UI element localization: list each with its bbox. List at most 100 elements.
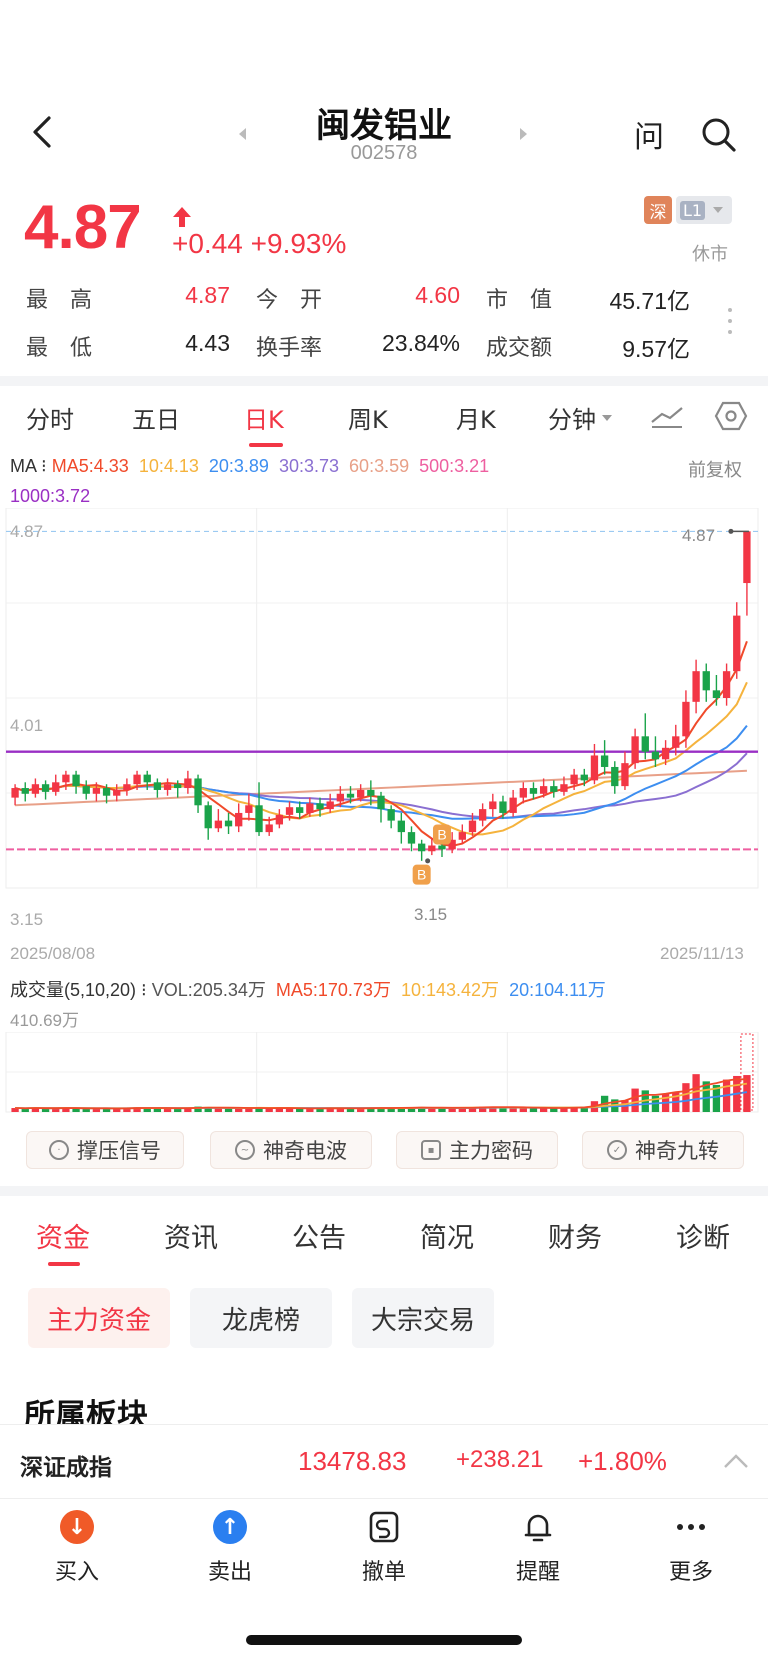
buy-signal-marker-label: B [437,826,446,842]
volume-bar [631,1088,639,1112]
tab-profile[interactable]: 简况 [420,1223,474,1254]
volume-bar [184,1107,192,1112]
candle-body [519,788,527,798]
y-mid-label: 4.01 [10,716,44,735]
candle-body [550,786,558,792]
volume-bar [113,1108,121,1112]
volume-bar [255,1107,263,1112]
support-resistance-button[interactable]: · 撑压信号 [26,1131,184,1169]
alert-button[interactable]: 提醒 [488,1510,588,1586]
indicator-chart-icon[interactable] [650,402,684,430]
tab-wuri[interactable]: 五日 [132,406,180,434]
tab-minute[interactable]: 分钟 [548,400,614,435]
ma-legend[interactable]: MA ⁝ MA5:4.33 10:4.13 20:3.89 30:3.73 60… [10,456,490,476]
candle-body [397,820,405,833]
volume-bar [133,1107,141,1112]
expand-up-icon[interactable] [722,1452,750,1470]
search-icon[interactable] [700,116,738,154]
bell-icon [521,1510,555,1544]
market-tag: 深 [644,196,672,224]
next-stock-icon[interactable] [518,126,530,142]
magic-nine-button[interactable]: ✓ 神奇九转 [582,1131,744,1169]
volume-bar [570,1106,578,1112]
candle-body [448,839,456,850]
adjust-mode[interactable]: 前复权 [688,460,742,480]
main-force-code-button[interactable]: ▪ 主力密码 [396,1131,558,1169]
candle-body [509,797,517,813]
prev-stock-icon[interactable] [236,126,248,142]
volume-bar [346,1108,355,1112]
volume-bar [743,1075,751,1112]
candle-body [600,755,609,767]
kline-chart[interactable]: BB [0,508,768,940]
candle-body [357,789,365,798]
divider [0,1186,768,1196]
volume-bar [702,1081,710,1112]
settings-hex-icon[interactable] [714,400,748,432]
volume-bar [336,1107,345,1112]
candle-body [194,778,202,806]
candle-body [143,774,151,783]
more-stats-icon[interactable] [726,306,734,336]
pill-main-funds[interactable]: 主力资金 [28,1288,170,1348]
volume-bar [21,1108,29,1112]
ma-prefix: MA [10,456,37,476]
volume-bar [11,1108,19,1112]
amount-value: 9.57亿 [622,336,690,362]
volume-ma5: MA5:170.73万 [275,980,391,1000]
volume-bar [306,1108,314,1112]
candle-body [387,809,395,821]
tab-announcements[interactable]: 公告 [292,1223,346,1254]
pill-block-trade[interactable]: 大宗交易 [352,1288,494,1348]
candle-body [692,671,700,702]
candle-body [235,812,243,827]
pill-dragon-tiger[interactable]: 龙虎榜 [190,1288,332,1348]
index-change: +238.21 [456,1446,544,1473]
magic-wave-button[interactable]: ~ 神奇电波 [210,1131,372,1169]
volume-chart[interactable] [0,1032,768,1114]
index-ticker-bar[interactable] [0,1424,768,1498]
candle-body [204,805,212,829]
candle-body [72,774,80,787]
candle-body [621,763,629,787]
buy-button[interactable]: ↓ 买入 [27,1510,127,1586]
low-marker-dot [425,858,431,864]
tab-news[interactable]: 资讯 [164,1223,218,1254]
volume-bar [62,1107,70,1112]
volume-bar [204,1106,212,1112]
cancel-order-button[interactable]: 撤单 [334,1510,434,1586]
ma20-value: 20:3.89 [208,456,269,476]
volume-bar [275,1108,284,1112]
volume-bar [377,1107,385,1112]
volume-bar [519,1108,527,1112]
tab-funds[interactable]: 资金 [36,1223,90,1254]
candle-body [611,766,619,787]
volume-bar [245,1107,253,1112]
candle-body [438,845,446,850]
sell-button[interactable]: ↑ 卖出 [180,1510,280,1586]
tab-daily-k[interactable]: 日K [244,406,284,434]
volume-bar [367,1108,375,1112]
candle-body [499,801,507,813]
volume-bar [316,1108,324,1112]
ask-button[interactable]: 问 [634,120,664,155]
back-icon[interactable] [22,112,62,152]
tab-diagnosis[interactable]: 诊断 [676,1223,730,1254]
volume-bar [489,1106,497,1112]
ma60-value: 60:3.59 [349,456,410,476]
tab-monthly-k[interactable]: 月K [456,406,496,434]
more-button[interactable]: 更多 [641,1510,741,1586]
candle-body [641,736,649,752]
candle-body [133,774,141,785]
volume-bar [712,1084,721,1112]
candle-body [590,755,599,781]
candle-body [417,843,426,852]
tab-weekly-k[interactable]: 周K [348,406,388,434]
tab-financials[interactable]: 财务 [548,1223,602,1254]
candle-body [82,786,90,794]
volume-bar [468,1107,477,1112]
volume-bar [153,1108,162,1112]
volume-legend[interactable]: 成交量(5,10,20) ⁝ VOL:205.34万 MA5:170.73万 1… [10,980,606,1000]
level-tag[interactable]: L1 [676,196,732,224]
tab-fenshi[interactable]: 分时 [26,406,74,434]
